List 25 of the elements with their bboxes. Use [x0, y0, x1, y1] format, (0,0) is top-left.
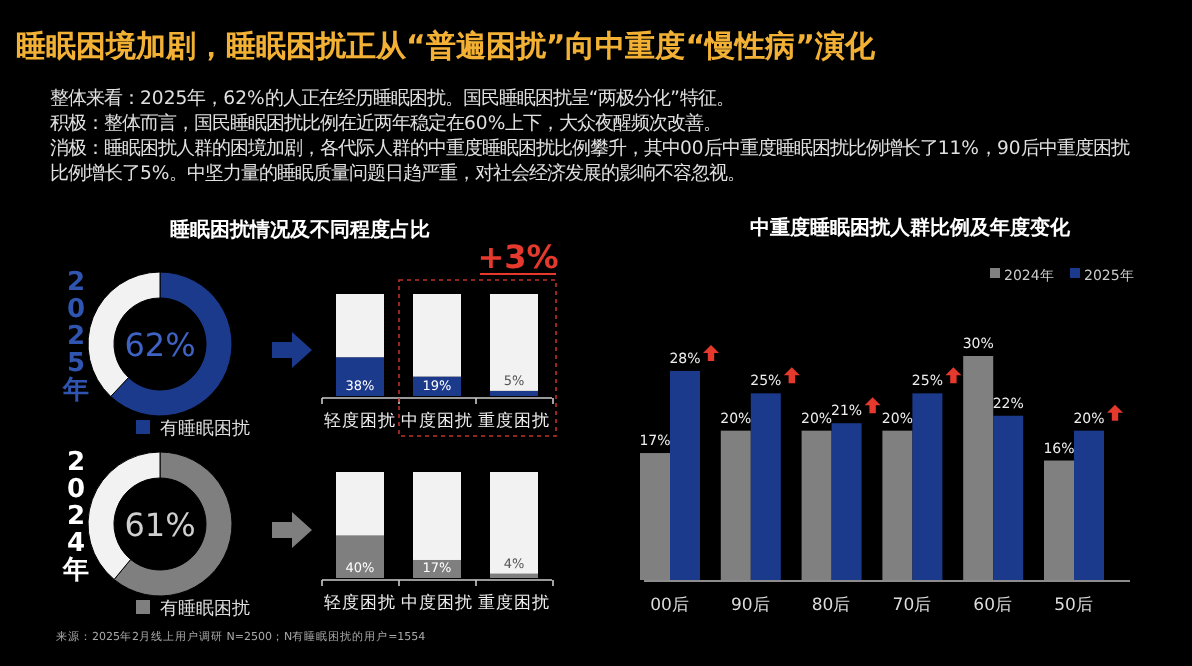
chart-title: 中重度睡眠困扰人群比例及年度变化 — [750, 216, 1072, 240]
x-tick-label: 70后 — [892, 594, 933, 616]
x-tick-label: 重度困扰 — [478, 410, 550, 432]
x-tick-label: 轻度困扰 — [324, 592, 396, 614]
x-tick-label: 60后 — [973, 594, 1014, 616]
text: +3% — [477, 238, 559, 276]
x-tick-label: 90后 — [730, 594, 771, 616]
legend-label: 有睡眠困扰 — [160, 598, 250, 620]
x-tick-label: 80后 — [811, 594, 852, 616]
legend-label: 有睡眠困扰 — [160, 418, 250, 440]
text: 整体来看：2025年，62%的人正在经历睡眠困扰。国民睡眠困扰呈“两极分化”特征。 — [50, 88, 734, 110]
text: 睡眠困境加剧，睡眠困扰正从“普遍困扰”向中重度“慢性病”演化 — [16, 28, 877, 64]
x-tick-label: 50后 — [1054, 594, 1094, 616]
text: 2024年 — [61, 448, 89, 586]
text: 消极：睡眠困扰人群的困境加剧，各代际人群的中重度睡眠困扰比例攀升，其中00后中重度睡眠困扰比例增长了11%，90后中重度困扰比例增长了5%。中坚力量的睡眠质量问题日趋严重，对社会经济发展的影响不容忽视。 — [50, 138, 1129, 185]
x-tick-label: 中度困扰 — [401, 592, 473, 614]
x-tick-label: 00后 — [650, 594, 690, 616]
x-tick-label: 重度困扰 — [478, 592, 550, 614]
text: 积极：整体而言，国民睡眠困扰比例在近两年稳定在60%上下，大众夜醒频次改善。 — [50, 113, 722, 135]
text: 睡眠困扰情况及不同程度占比 — [170, 218, 430, 242]
x-tick-label: 中度困扰 — [401, 410, 473, 432]
data-label: 61% — [124, 506, 196, 544]
data-label: 62% — [124, 326, 196, 364]
text: 2025年 — [61, 268, 89, 406]
x-tick-label: 轻度困扰 — [324, 410, 396, 432]
